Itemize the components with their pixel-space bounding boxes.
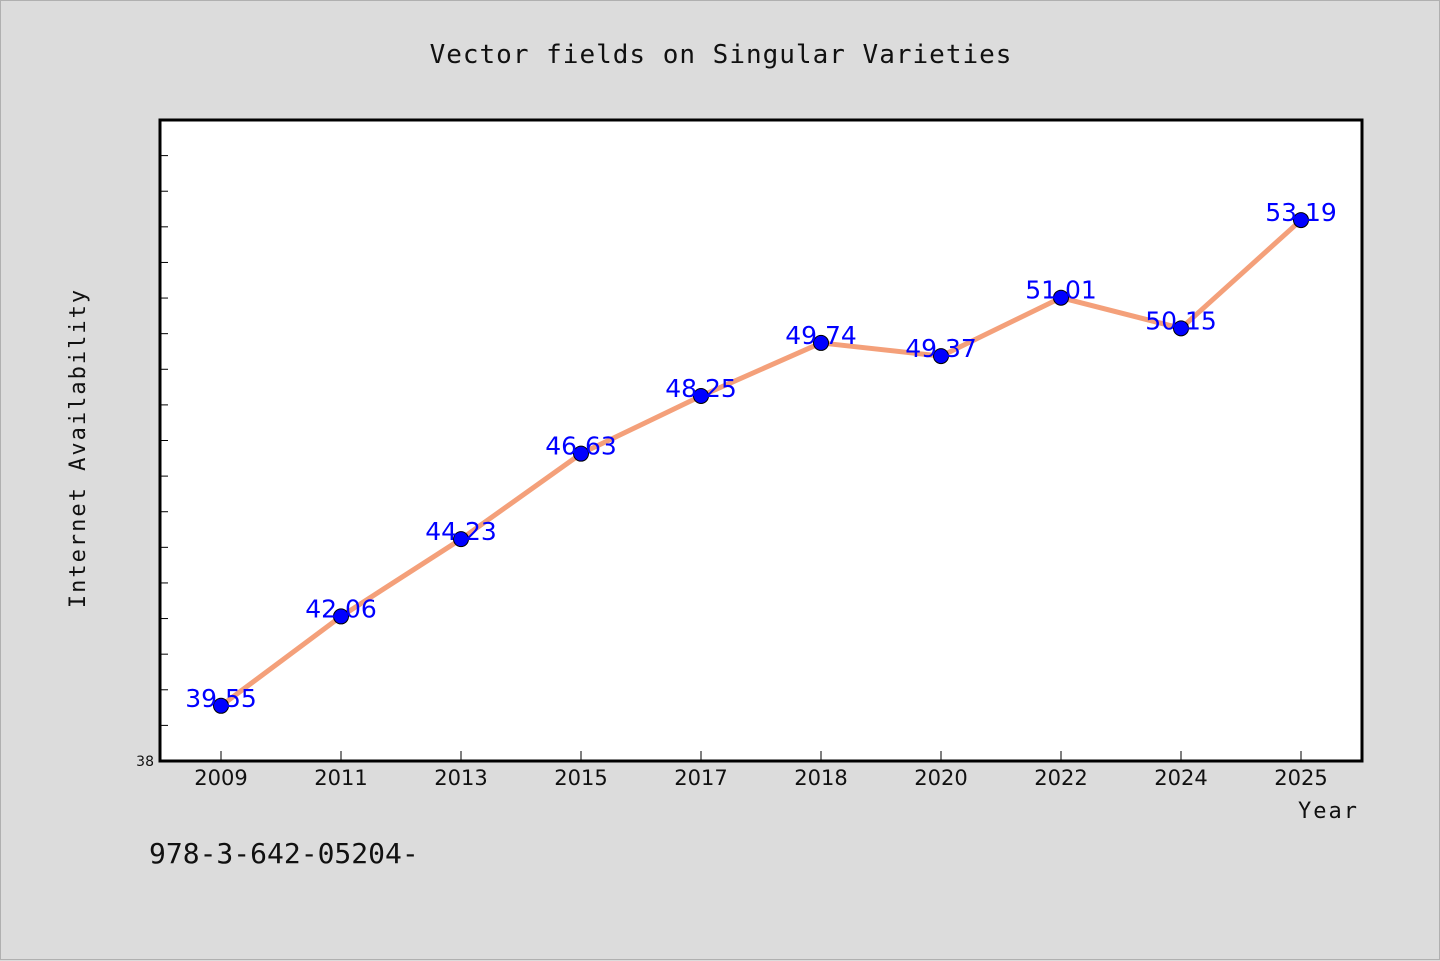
series-line [218, 217, 1304, 709]
x-tick-label: 2020 [914, 766, 967, 790]
data-label: 49.74 [785, 321, 857, 350]
chart-title: Vector fields on Singular Varieties [430, 40, 1013, 70]
x-tick-label: 2013 [434, 766, 487, 790]
data-point [213, 697, 229, 714]
data-point [333, 608, 349, 625]
data-point [573, 445, 589, 462]
data-label: 46.63 [545, 432, 617, 461]
plot-area [158, 118, 1364, 763]
data-point [813, 334, 829, 351]
data-label: 51.01 [1025, 276, 1097, 305]
footer-text: 978-3-642-05204- [149, 837, 419, 870]
data-label: 42.06 [305, 594, 377, 623]
x-tick-label: 2022 [1034, 766, 1087, 790]
data-label: 53.19 [1265, 198, 1337, 227]
x-tick-label: 2018 [794, 766, 847, 790]
x-axis-ticks: 2009 2011 2013 2015 2017 2018 2020 2022 2024 2025 [194, 751, 1328, 790]
x-axis-label: Year [1298, 799, 1359, 824]
data-point [453, 531, 469, 548]
series-group: 39.55 42.06 44.23 46.63 48.25 49.74 49.37 51.01… [185, 198, 1337, 714]
x-tick-label: 2025 [1274, 766, 1327, 790]
data-point [1173, 320, 1189, 337]
y-tick-label: 38 [136, 754, 154, 770]
y-axis-ticks: 38 [136, 155, 168, 770]
data-label: 50.15 [1145, 306, 1217, 335]
data-point [1053, 289, 1069, 306]
y-axis-label: Internet Availability [66, 288, 91, 608]
data-label: 48.25 [665, 374, 737, 403]
x-tick-label: 2009 [194, 766, 247, 790]
data-label: 49.37 [905, 334, 977, 363]
data-point [693, 387, 709, 404]
data-point [933, 348, 949, 365]
x-tick-label: 2017 [674, 766, 727, 790]
x-tick-label: 2024 [1154, 766, 1207, 790]
data-point [1293, 212, 1309, 229]
x-tick-label: 2015 [554, 766, 607, 790]
x-tick-label: 2011 [314, 766, 367, 790]
data-label: 44.23 [425, 517, 497, 546]
data-label: 39.55 [185, 684, 257, 713]
